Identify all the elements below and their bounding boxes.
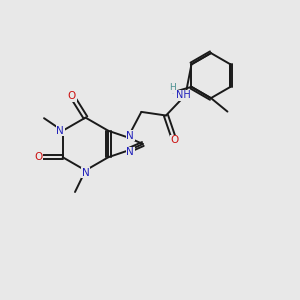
- Text: NH: NH: [176, 90, 190, 100]
- Text: O: O: [170, 135, 178, 145]
- Text: N: N: [126, 147, 134, 157]
- Text: N: N: [82, 168, 89, 178]
- Text: N: N: [126, 131, 134, 141]
- Text: O: O: [68, 91, 76, 101]
- Text: O: O: [34, 152, 42, 162]
- Text: H: H: [169, 83, 176, 92]
- Text: N: N: [56, 126, 64, 136]
